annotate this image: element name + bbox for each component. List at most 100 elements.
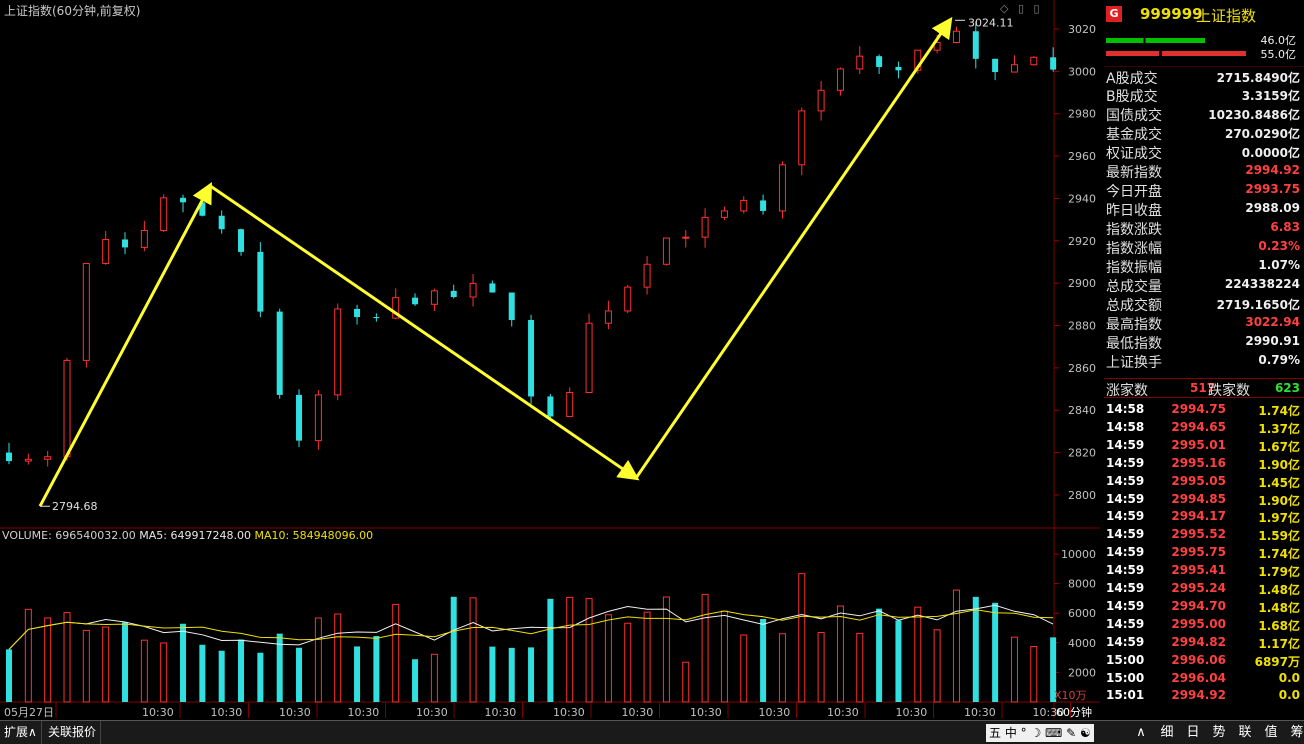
volume-bar-up xyxy=(701,593,709,703)
candle-up xyxy=(392,297,400,319)
tick-price: 2994.70 xyxy=(1171,598,1226,613)
price-axis-label: 2840 xyxy=(1068,404,1096,417)
stat-value: 2994.92 xyxy=(1245,163,1300,177)
tick-price: 2995.75 xyxy=(1171,545,1226,560)
tick-row: 14:59 2995.05 1.45亿 xyxy=(1104,472,1304,490)
candle-up xyxy=(1010,64,1018,73)
volume-bar-up xyxy=(933,629,941,703)
time-axis-label: 10:30 xyxy=(279,706,311,719)
candle-down xyxy=(876,56,883,67)
candle-down xyxy=(373,317,380,319)
stat-value: 3.3159亿 xyxy=(1241,89,1300,103)
tick-amount: 1.37亿 xyxy=(1258,421,1300,436)
tick-row: 14:59 2995.52 1.59亿 xyxy=(1104,525,1304,543)
volume-bar-up xyxy=(334,613,342,703)
ma5-line xyxy=(8,604,1054,650)
volume-bar-up xyxy=(140,639,148,703)
volume-bar-up xyxy=(24,608,32,703)
tick-time: 14:59 xyxy=(1106,598,1145,613)
volume-bar-up xyxy=(836,605,844,703)
volume-bar-up xyxy=(740,634,748,703)
time-axis-label: 10:30 xyxy=(827,706,859,719)
stock-code: 999999 xyxy=(1140,5,1203,23)
tick-amount: 1.74亿 xyxy=(1258,547,1300,562)
down-count: 623 xyxy=(1274,381,1300,395)
time-axis-label: 10:30 xyxy=(553,706,585,719)
volume-bar-down xyxy=(180,623,187,702)
stat-label: 基金成交 xyxy=(1106,127,1162,143)
stat-row: 指数涨幅 0.23% xyxy=(1104,237,1304,257)
tick-price: 2994.82 xyxy=(1171,634,1226,649)
candle-up xyxy=(160,197,168,231)
tick-amount: 0.0 xyxy=(1278,688,1300,703)
tick-price: 2995.24 xyxy=(1171,581,1226,595)
candle-up xyxy=(701,216,709,238)
candle-up xyxy=(566,392,574,417)
volume-bar-up xyxy=(430,653,438,703)
quote-header: G 999999 上证指数 xyxy=(1104,2,1304,26)
view-button[interactable]: 势 xyxy=(1212,725,1226,740)
volume-bar-down xyxy=(992,602,999,702)
tick-row: 14:59 2995.16 1.90亿 xyxy=(1104,454,1304,472)
volume-bar-down xyxy=(412,659,419,702)
timeframe-tag[interactable]: 60分钟 xyxy=(1056,706,1092,719)
time-axis-label: 10:30 xyxy=(622,706,654,719)
time-axis-label: 10:30 xyxy=(896,706,928,719)
tick-price: 2994.17 xyxy=(1171,509,1226,524)
tick-row: 15:00 2996.06 6897万 xyxy=(1104,651,1304,669)
view-button[interactable]: 日 xyxy=(1186,725,1200,740)
ime-toolbar[interactable]: 五 中 ° ☽ ⌨ ✎ ☯ xyxy=(986,724,1094,742)
candle-down xyxy=(547,396,554,417)
expand-button[interactable]: 扩展∧ xyxy=(0,721,42,744)
tick-row: 14:58 2994.75 1.74亿 xyxy=(1104,400,1304,418)
tick-price: 2994.92 xyxy=(1171,688,1226,703)
tick-amount: 1.48亿 xyxy=(1258,600,1300,615)
candle-up xyxy=(682,236,690,239)
stat-label: B股成交 xyxy=(1106,89,1158,105)
candle-up xyxy=(604,310,612,324)
tick-time: 14:58 xyxy=(1106,402,1145,416)
chart-canvas[interactable]: 3020 3000 2980 2960 2940 2920 2900 2880 2860 2840… xyxy=(0,0,1100,720)
tick-amount: 1.17亿 xyxy=(1258,636,1300,651)
volume-bar-down xyxy=(489,646,496,702)
price-axis-label: 2940 xyxy=(1068,192,1096,205)
tick-time: 14:59 xyxy=(1106,509,1145,524)
candle-up xyxy=(740,199,748,212)
volume-bar-down xyxy=(122,622,129,702)
volume-axis-label: 8000 xyxy=(1068,578,1096,591)
candle-down xyxy=(1050,57,1057,70)
volume-bar-up xyxy=(102,626,110,703)
view-button[interactable]: 值 xyxy=(1264,725,1278,740)
volume-axis-label: 4000 xyxy=(1068,637,1096,650)
tick-amount: 1.97亿 xyxy=(1258,511,1300,526)
volume-unit: X10万 xyxy=(1054,689,1087,702)
stat-row: 最低指数 2990.91 xyxy=(1104,332,1304,352)
volume-bar-down xyxy=(1050,637,1057,702)
stat-row: 指数振幅 1.07% xyxy=(1104,256,1304,276)
volume-bar-down xyxy=(508,647,515,702)
stat-row: 今日开盘 2993.75 xyxy=(1104,180,1304,200)
candle-down xyxy=(276,311,283,395)
related-quote-button[interactable]: 关联报价 xyxy=(44,721,102,744)
candle-down xyxy=(199,202,206,216)
tick-price: 2995.05 xyxy=(1171,473,1226,488)
view-button[interactable]: ∧ xyxy=(1136,725,1146,740)
volume-bar-up xyxy=(160,642,168,703)
volume-axis-label: 10000 xyxy=(1061,548,1096,561)
candle-up xyxy=(1030,56,1038,66)
tick-amount: 1.74亿 xyxy=(1258,404,1300,418)
volume-bar-up xyxy=(778,633,786,703)
volume-bar-down xyxy=(547,598,554,702)
candle-up xyxy=(817,89,825,112)
window-control-icons[interactable]: ◇ ▯ ▯ xyxy=(1000,2,1043,15)
view-button[interactable]: 联 xyxy=(1238,725,1252,740)
tick-row: 14:59 2995.00 1.68亿 xyxy=(1104,615,1304,633)
stat-label: 指数振幅 xyxy=(1106,260,1162,276)
view-button[interactable]: 细 xyxy=(1160,725,1174,740)
stat-label: A股成交 xyxy=(1106,71,1158,87)
candle-up xyxy=(44,456,52,460)
stat-row: A股成交 2715.8490亿 xyxy=(1104,66,1304,87)
volume-axis-label: 2000 xyxy=(1068,666,1096,679)
kline-chart[interactable]: 3020 3000 2980 2960 2940 2920 2900 2880 2860 2840… xyxy=(0,0,1100,720)
view-button[interactable]: 筹 xyxy=(1290,725,1304,740)
